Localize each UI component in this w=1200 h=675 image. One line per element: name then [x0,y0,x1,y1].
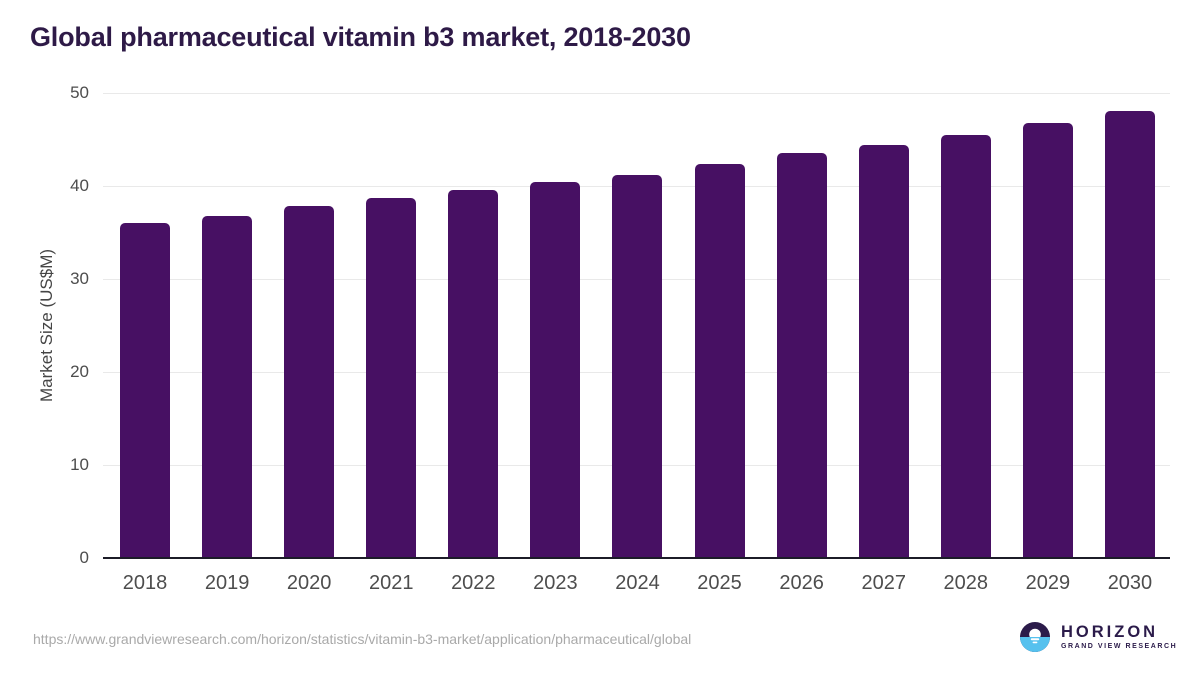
bar-2028 [940,134,991,558]
bar-2029 [1022,122,1073,558]
bar-column-2018: 2018 [120,93,170,594]
bar-column-2020: 2020 [284,93,335,594]
x-tick-label-2021: 2021 [368,572,414,594]
x-tick-label-2025: 2025 [697,572,742,594]
source-url: https://www.grandviewresearch.com/horizo… [33,631,692,647]
gridline-50 [103,92,1170,94]
horizon-logo: HORIZON GRAND VIEW RESEARCH [1020,622,1177,652]
chart-title: Global pharmaceutical vitamin b3 market,… [30,22,691,52]
x-tick-label-2022: 2022 [451,572,496,594]
x-tick-label-2028: 2028 [943,572,989,594]
bar-column-2029: 2029 [1022,93,1073,594]
bar-2024 [612,174,663,558]
y-tick-label-50: 50 [70,83,89,102]
bar-2027 [858,145,909,558]
bar-column-2030: 2030 [1104,93,1155,594]
bar-2018 [120,223,170,558]
bar-column-2022: 2022 [448,93,499,594]
x-tick-label-2023: 2023 [533,572,578,594]
y-tick-label-0: 0 [79,548,89,567]
y-tick-label-40: 40 [70,176,89,195]
bar-2025 [694,163,745,558]
bar-2022 [448,189,499,558]
x-tick-label-2029: 2029 [1025,572,1071,594]
logo-text: HORIZON GRAND VIEW RESEARCH [1061,623,1178,651]
bar-series: 2018 2019 2020 2021 2022 2023 2024 2025 2026 2027… [120,93,1155,594]
plot-area: 0 10 20 30 40 50 2018 2019 2020 2021 2022 2023 2024… [70,83,1170,594]
bar-2020 [284,206,335,558]
bar-column-2024: 2024 [612,93,663,594]
x-tick-label-2020: 2020 [286,572,332,594]
bar-column-2023: 2023 [530,93,581,594]
horizon-sun-icon [1020,622,1050,652]
bar-2019 [202,215,253,558]
x-axis-line [103,557,1170,559]
y-tick-label-10: 10 [70,455,89,474]
x-tick-label-2026: 2026 [779,572,824,594]
logo-brand: HORIZON [1061,623,1159,641]
y-axis-title: Market Size (US$M) [37,248,56,403]
bar-2026 [776,153,827,558]
y-tick-label-20: 20 [70,362,89,381]
x-tick-label-2027: 2027 [861,572,906,594]
bar-column-2021: 2021 [366,93,417,594]
bar-column-2019: 2019 [202,93,253,594]
bar-column-2025: 2025 [694,93,745,594]
y-tick-label-30: 30 [70,269,89,288]
x-tick-label-2018: 2018 [122,572,168,594]
x-tick-label-2024: 2024 [615,572,660,594]
x-tick-label-2019: 2019 [204,572,250,594]
bar-2021 [366,198,417,558]
logo-subbrand: GRAND VIEW RESEARCH [1061,643,1178,650]
bar-column-2028: 2028 [940,93,991,594]
bar-column-2026: 2026 [776,93,827,594]
bar-2023 [530,182,581,558]
bar-2030 [1104,110,1155,558]
x-tick-label-2030: 2030 [1107,572,1153,594]
bar-column-2027: 2027 [858,93,909,594]
